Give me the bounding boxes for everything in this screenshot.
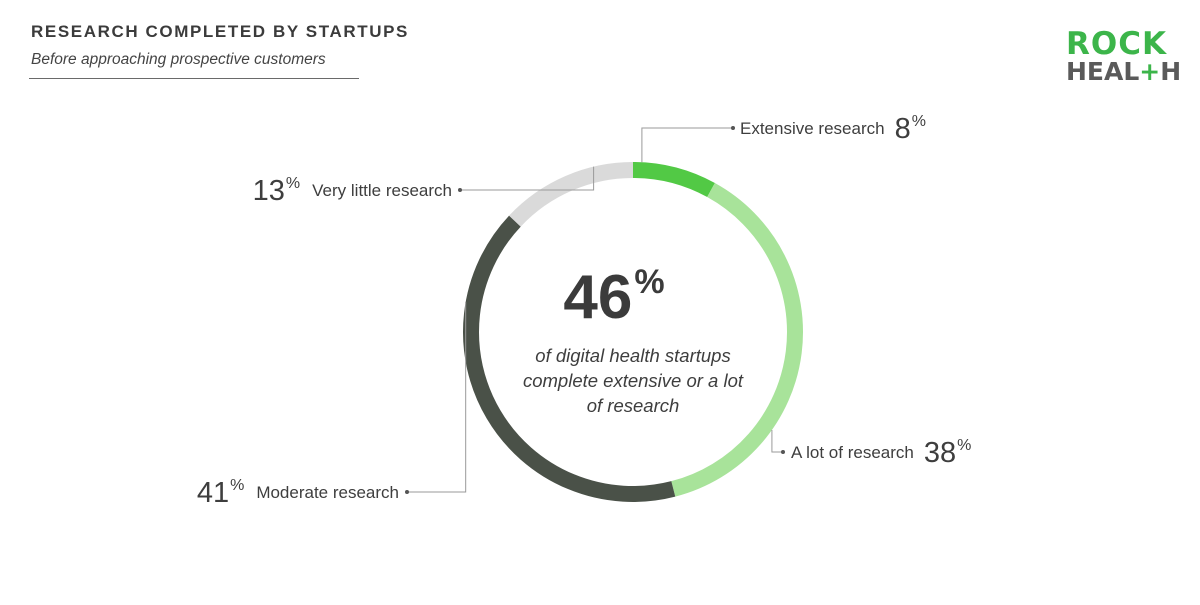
slice-unit: % xyxy=(230,477,244,494)
leader-line-moderate-research xyxy=(407,301,467,493)
leader-dot-very-little-research xyxy=(458,188,462,192)
rock-health-logo: ROCK HEAL+H xyxy=(1066,26,1181,86)
chart-title: RESEARCH COMPLETED BY STARTUPS xyxy=(31,22,409,41)
slice-label-extensive-research: Extensive research 8% xyxy=(740,113,926,145)
slice-name: Moderate research xyxy=(256,483,399,502)
title-underline xyxy=(29,78,359,79)
donut-slices xyxy=(463,162,803,502)
logo-h-text: H xyxy=(1160,57,1182,86)
center-caption-line-3: of research xyxy=(587,395,680,416)
leader-dot-a-lot-of-research xyxy=(781,450,785,454)
logo-heal-text: HEAL xyxy=(1066,57,1140,86)
logo-plus-icon: + xyxy=(1139,57,1161,86)
center-value-number: 46 xyxy=(563,263,632,332)
slice-name: A lot of research xyxy=(791,443,914,462)
slice-label-moderate-research: 41% Moderate research xyxy=(197,477,399,509)
center-caption-line-1: of digital health startups xyxy=(535,345,730,366)
slice-name: Very little research xyxy=(312,181,452,200)
chart-subtitle: Before approaching prospective customers xyxy=(31,51,326,68)
slice-label-very-little-research: 13% Very little research xyxy=(253,175,452,207)
logo-line-health: HEAL+H xyxy=(1066,57,1181,86)
leader-dot-moderate-research xyxy=(405,490,409,494)
slice-labels: Extensive research 8% A lot of research 38%… xyxy=(197,113,972,509)
slice-name: Extensive research xyxy=(740,119,885,138)
slice-value: 38 xyxy=(924,437,956,469)
slice-value: 13 xyxy=(253,175,285,207)
leader-line-extensive-research xyxy=(641,127,733,163)
slice-unit: % xyxy=(286,175,300,192)
slice-value: 41 xyxy=(197,477,229,509)
logo-line-rock: ROCK xyxy=(1066,26,1167,62)
slice-unit: % xyxy=(957,437,971,454)
center-value: 46% xyxy=(563,263,664,332)
donut-slice-extensive-research xyxy=(632,162,715,198)
center-caption-line-2: complete extensive or a lot xyxy=(523,370,744,391)
center-value-unit: % xyxy=(634,263,664,301)
donut-slice-moderate-research xyxy=(463,215,676,502)
leader-line-a-lot-of-research xyxy=(771,429,783,453)
leader-dot-extensive-research xyxy=(731,126,735,130)
slice-unit: % xyxy=(912,113,926,130)
leader-lines xyxy=(405,126,785,494)
slice-value: 8 xyxy=(895,113,911,145)
leader-line-very-little-research xyxy=(460,166,595,191)
donut-slice-very-little-research xyxy=(509,162,634,227)
donut-slice-a-lot-of-research xyxy=(671,183,803,497)
slice-label-a-lot-of-research: A lot of research 38% xyxy=(791,437,971,469)
